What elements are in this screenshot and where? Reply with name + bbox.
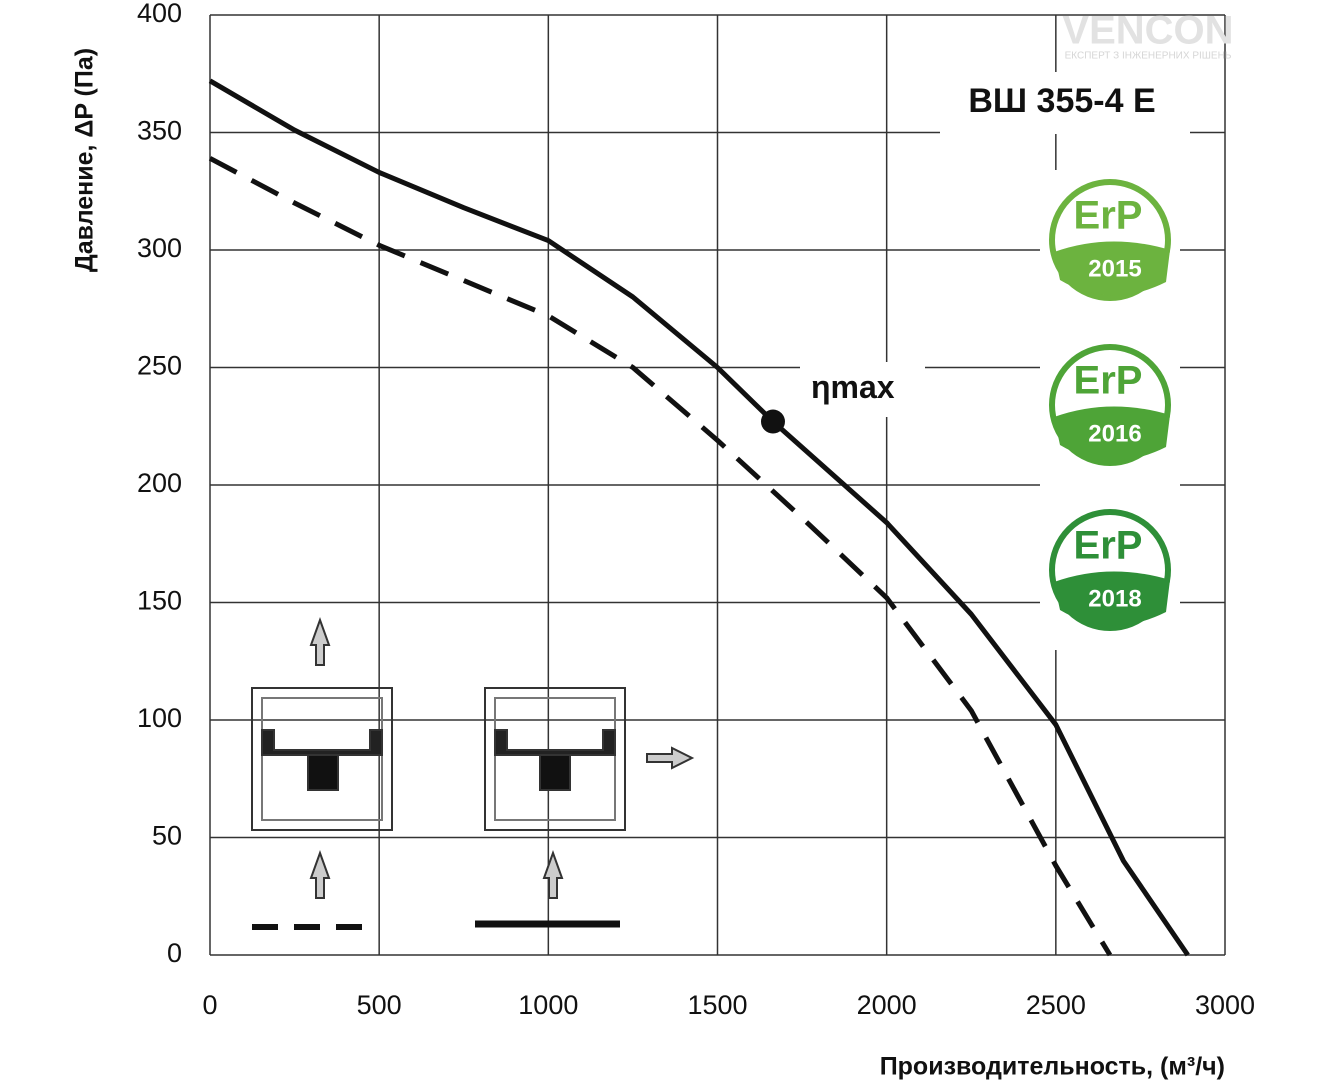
logo-name: VENCON: [1062, 9, 1233, 53]
badge-year: 2018: [1088, 585, 1141, 612]
annotation-bg: [800, 362, 925, 417]
arrow: [309, 850, 331, 899]
y-tick-label: 200: [137, 468, 182, 498]
badge-label: ErP: [1074, 524, 1143, 568]
x-tick-label: 500: [357, 990, 402, 1020]
fan-diagrams: [251, 617, 695, 930]
logo-tagline: ЕКСПЕРТ З ІНЖЕНЕРНИХ РІШЕНЬ: [1065, 51, 1232, 62]
annotation-label: ηmax: [811, 369, 895, 405]
fan-motor: [539, 754, 571, 791]
badge-year: 2015: [1088, 255, 1141, 282]
grid: [209, 14, 1226, 956]
y-tick-label: 400: [137, 0, 182, 28]
fan-housing: [261, 729, 383, 756]
badge-leaf: [1054, 571, 1170, 626]
badge-label: ErP: [1074, 194, 1143, 238]
y-tick-label: 350: [137, 116, 182, 146]
fan-motor: [307, 754, 339, 791]
annotation-point: [760, 409, 785, 434]
x-axis-label: Производительность, (м³/ч): [880, 1053, 1225, 1081]
arrow: [646, 746, 695, 770]
badge-leaf: [1054, 241, 1170, 296]
badge-year: 2016: [1088, 420, 1141, 447]
arrow: [309, 617, 331, 666]
y-tick-label: 100: [137, 703, 182, 733]
fan-housing: [494, 729, 616, 756]
badge-leaf: [1054, 406, 1170, 461]
y-axis-label: Давление, ΔP (Па): [71, 48, 99, 272]
y-tick-label: 150: [137, 586, 182, 616]
fan-box: [251, 687, 393, 831]
arrow: [542, 850, 564, 899]
chart-title: ВШ 355-4 Е: [968, 82, 1155, 120]
title-bg: [940, 72, 1190, 134]
line-series: [208, 78, 1190, 957]
y-tick-label: 300: [137, 233, 182, 263]
x-tick-label: 3000: [1195, 990, 1255, 1020]
badge-label: ErP: [1074, 359, 1143, 403]
y-tick-label: 0: [167, 938, 182, 968]
x-tick-label: 1500: [687, 990, 747, 1020]
fan-inner: [261, 697, 383, 821]
y-tick-label: 50: [152, 821, 182, 851]
x-tick-label: 1000: [518, 990, 578, 1020]
y-tick-label: 250: [137, 351, 182, 381]
line-series: [208, 156, 1113, 957]
fan-inner: [494, 697, 616, 821]
x-tick-label: 0: [202, 990, 217, 1020]
x-tick-label: 2000: [857, 990, 917, 1020]
fan-box: [484, 687, 626, 831]
x-tick-label: 2500: [1026, 990, 1086, 1020]
